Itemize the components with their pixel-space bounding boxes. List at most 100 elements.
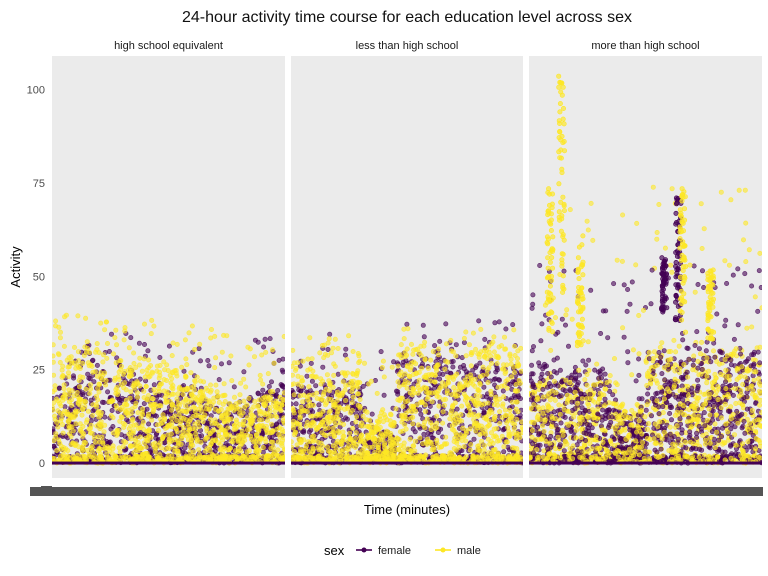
point-male	[407, 374, 413, 380]
point-male	[430, 349, 436, 355]
point-female	[166, 343, 172, 349]
point-male	[450, 454, 456, 460]
point-male	[142, 321, 148, 327]
point-female	[459, 355, 465, 361]
point-male	[207, 448, 213, 454]
point-female	[226, 360, 232, 366]
point-female	[481, 410, 487, 416]
point-male	[141, 356, 147, 362]
point-male	[484, 424, 490, 430]
point-female	[145, 348, 151, 354]
point-male	[174, 341, 180, 347]
point-male	[514, 452, 520, 458]
point-male	[491, 453, 497, 459]
point-male	[495, 402, 501, 408]
point-male	[318, 381, 324, 387]
point-male	[511, 327, 517, 333]
point-male	[318, 376, 324, 382]
point-male	[181, 425, 187, 431]
point-male	[395, 436, 401, 442]
point-male	[238, 448, 244, 454]
point-male	[457, 381, 463, 387]
point-male	[594, 361, 600, 367]
point-male	[84, 339, 90, 345]
point-male	[268, 421, 274, 427]
point-male	[291, 347, 296, 353]
point-male	[180, 391, 186, 397]
point-male	[630, 347, 636, 353]
point-female	[180, 449, 186, 455]
point-male	[110, 415, 116, 421]
point-male	[263, 426, 269, 432]
point-female	[91, 379, 97, 385]
point-female	[503, 326, 509, 332]
point-male	[140, 406, 146, 412]
point-male	[91, 435, 97, 441]
point-male	[424, 436, 430, 442]
point-male	[503, 346, 509, 352]
point-male	[206, 399, 212, 405]
point-male	[343, 397, 349, 403]
point-female	[403, 358, 409, 364]
point-male	[247, 346, 253, 352]
point-male	[418, 343, 424, 349]
point-male	[354, 414, 360, 420]
point-male	[96, 414, 102, 420]
point-male	[431, 444, 437, 450]
point-male	[330, 384, 336, 390]
point-male	[253, 443, 259, 449]
point-male	[108, 398, 114, 404]
point-male	[148, 363, 154, 369]
point-male	[477, 380, 483, 386]
point-male	[155, 422, 161, 428]
point-male	[249, 454, 255, 460]
point-male	[225, 406, 231, 412]
point-male	[305, 397, 311, 403]
point-male	[88, 386, 94, 392]
point-male	[232, 423, 238, 429]
point-male	[350, 383, 356, 389]
point-male	[299, 408, 305, 414]
point-male	[506, 429, 512, 435]
point-male	[434, 390, 440, 396]
point-male	[357, 380, 363, 386]
point-male	[179, 436, 185, 442]
point-male	[483, 416, 489, 422]
point-male	[139, 368, 145, 374]
point-male	[298, 404, 304, 410]
point-female	[476, 318, 482, 324]
point-male	[229, 438, 235, 444]
point-male	[722, 258, 728, 264]
point-male	[334, 389, 340, 395]
point-male	[330, 425, 336, 431]
point-male	[76, 358, 82, 364]
point-male	[451, 446, 457, 452]
point-male	[375, 426, 381, 432]
point-male	[517, 380, 523, 386]
point-male	[194, 374, 200, 380]
point-female	[136, 340, 142, 346]
point-female	[473, 363, 479, 369]
point-male	[456, 444, 462, 450]
point-male	[82, 399, 88, 405]
point-male	[411, 359, 417, 365]
point-male	[70, 428, 76, 434]
point-male	[252, 354, 258, 360]
point-male	[209, 420, 215, 426]
point-male	[104, 355, 110, 361]
point-male	[470, 381, 476, 387]
point-male	[177, 384, 183, 390]
point-male	[234, 404, 240, 410]
point-male	[399, 419, 405, 425]
point-male	[503, 378, 509, 384]
point-male	[402, 378, 408, 384]
point-male	[116, 445, 122, 451]
point-male	[478, 438, 484, 444]
point-male	[203, 406, 209, 412]
point-male	[65, 448, 71, 454]
point-male	[120, 444, 126, 450]
point-male	[87, 425, 93, 431]
point-male	[141, 440, 147, 446]
point-male	[150, 409, 156, 415]
point-male	[88, 382, 94, 388]
